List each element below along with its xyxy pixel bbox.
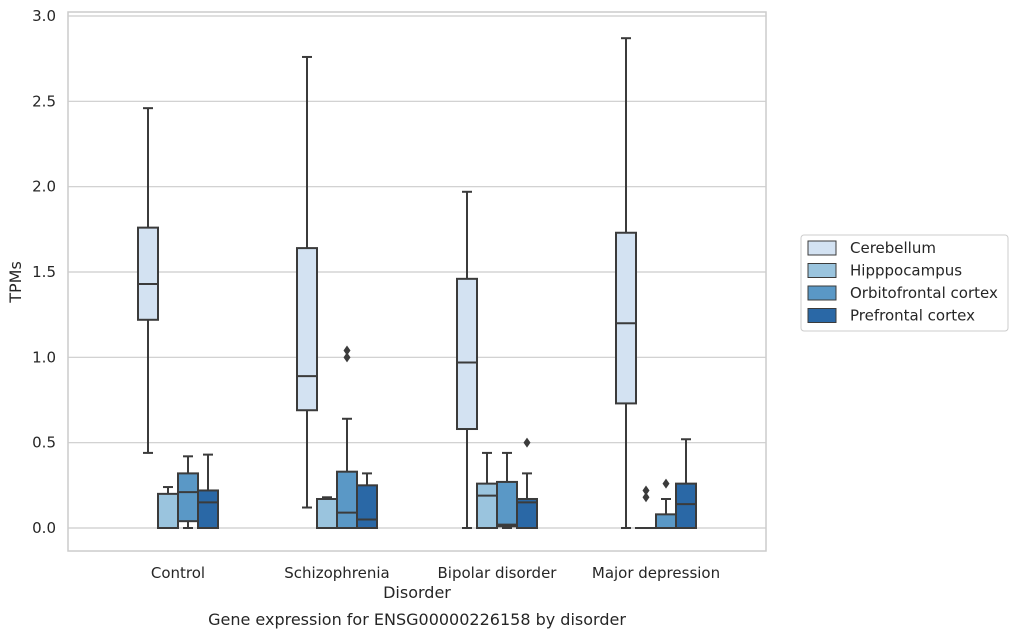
box-group [137, 107, 159, 454]
box-iqr [356, 484, 378, 530]
box-group [615, 37, 637, 529]
box-group [516, 437, 538, 529]
box-iqr [456, 277, 478, 431]
y-axis-title: TPMs [6, 261, 25, 304]
legend-frame [800, 234, 1009, 332]
box-group [197, 453, 219, 530]
chart-caption: Gene expression for ENSG00000226158 by d… [208, 610, 626, 629]
y-tick-labels: 0.0 0.5 1.0 1.5 2.0 2.5 3.0 [32, 7, 56, 537]
legend-swatch [807, 308, 837, 323]
outlier-marker [642, 485, 650, 496]
legend-swatch [807, 285, 837, 301]
box-group [496, 451, 518, 529]
box-group [177, 455, 199, 529]
box-group [157, 486, 179, 530]
y-tick-label: 1.5 [32, 263, 56, 281]
legend-label: Prefrontal cortex [850, 307, 975, 325]
box-group [296, 55, 318, 509]
x-tick-label: Control [151, 564, 205, 582]
legend-swatch [807, 240, 837, 256]
outlier-marker [343, 352, 351, 363]
box-group [316, 496, 338, 529]
y-tick-label: 0.0 [32, 519, 56, 537]
outlier-marker [523, 437, 531, 448]
y-gridlines [68, 15, 766, 529]
box-iqr [496, 480, 518, 528]
box-iqr [197, 489, 219, 530]
box-iqr [296, 247, 318, 412]
box-group [336, 345, 358, 529]
legend-label: Cerebellum [850, 239, 936, 257]
box-iqr [675, 482, 697, 530]
y-tick-label: 2.0 [32, 178, 56, 196]
box-iqr [336, 470, 358, 529]
outlier-marker [642, 492, 650, 503]
box-iqr [516, 497, 538, 529]
legend-label: Hipppocampus [850, 262, 962, 280]
y-tick-label: 2.5 [32, 92, 56, 110]
box-iqr [615, 231, 637, 405]
outlier-marker [662, 478, 670, 489]
legend-label: Orbitofrontal cortex [850, 284, 998, 302]
plot-frame [67, 11, 767, 552]
y-tick-label: 0.5 [32, 434, 56, 452]
legend-swatch [807, 263, 837, 278]
boxes [137, 37, 697, 530]
box-group [456, 190, 478, 529]
box-iqr [316, 497, 338, 529]
x-tick-label: Bipolar disorder [438, 564, 558, 582]
box-group [655, 478, 677, 530]
x-tick-label: Schizophrenia [284, 564, 389, 582]
box-iqr [177, 472, 199, 523]
x-axis-title: Disorder [383, 583, 451, 602]
box-iqr [137, 226, 159, 321]
box-group [635, 485, 657, 530]
x-tick-labels: Control Schizophrenia Bipolar disorder Majo… [151, 564, 720, 582]
box-group [356, 472, 378, 530]
box-iqr [476, 482, 498, 530]
box-group [675, 438, 697, 530]
outlier-marker [343, 345, 351, 356]
y-tick-label: 1.0 [32, 348, 56, 366]
box-group [476, 451, 498, 530]
x-tick-label: Major depression [592, 564, 720, 582]
box-iqr [655, 513, 677, 530]
box-iqr [157, 492, 179, 530]
y-tick-label: 3.0 [32, 7, 56, 25]
legend: Cerebellum Hipppocampus Orbitofrontal cort… [800, 234, 1009, 332]
